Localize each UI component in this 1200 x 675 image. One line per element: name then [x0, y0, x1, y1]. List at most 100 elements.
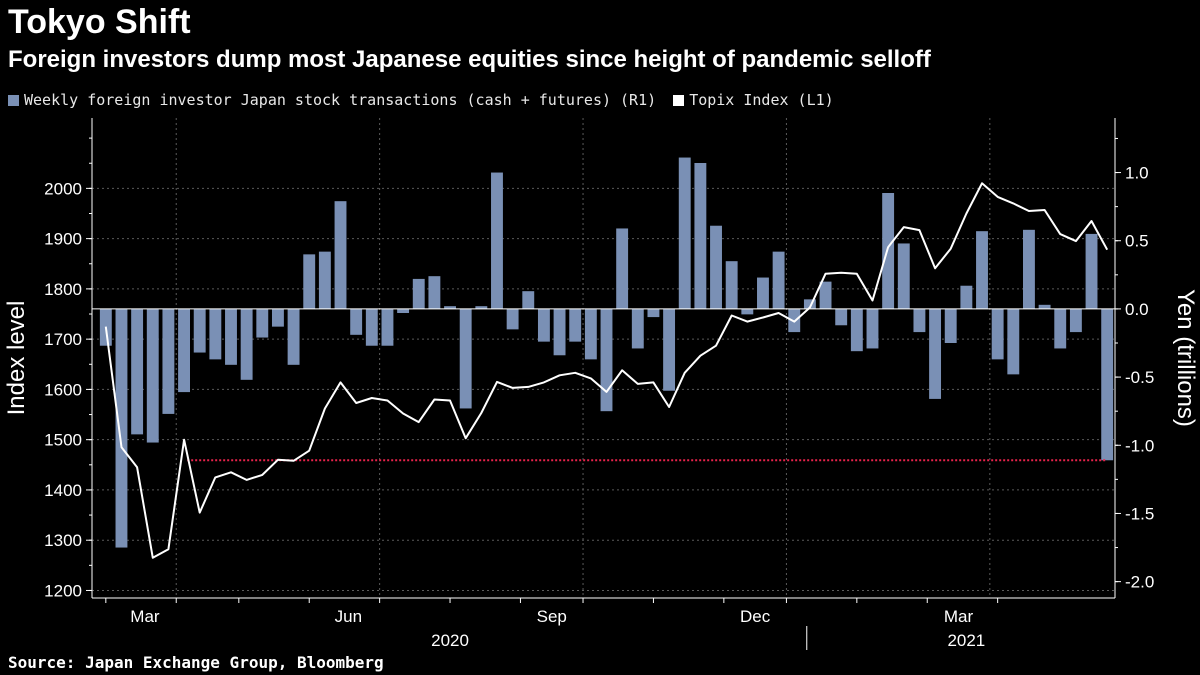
x-month-label: Mar [944, 607, 974, 626]
bar-weekly-transactions [960, 285, 973, 309]
bar-weekly-transactions [1085, 233, 1098, 309]
legend-item-bars: Weekly foreign investor Japan stock tran… [8, 90, 656, 110]
bar-weekly-transactions [475, 306, 488, 309]
left-tick-label: 1900 [44, 230, 82, 249]
bar-weekly-transactions [1069, 308, 1082, 333]
x-month-label: Sep [537, 607, 567, 626]
right-tick-label: -0.5 [1125, 368, 1154, 387]
bar-weekly-transactions [819, 281, 832, 309]
right-tick-label: -1.0 [1125, 436, 1154, 455]
bar-weekly-transactions [381, 308, 394, 346]
bar-weekly-transactions [318, 251, 331, 309]
source-note: Source: Japan Exchange Group, Bloomberg [8, 653, 384, 672]
bar-weekly-transactions [835, 308, 848, 326]
bar-weekly-transactions [131, 308, 144, 435]
bar-weekly-transactions [757, 277, 769, 309]
legend-swatch-line [673, 94, 685, 106]
bar-weekly-transactions [929, 308, 942, 399]
bar-weekly-transactions [459, 308, 472, 409]
bar-weekly-transactions [412, 278, 425, 309]
y-axis-left-title: Index level [3, 301, 30, 416]
bar-weekly-transactions [710, 225, 722, 309]
right-tick-label: 1.0 [1125, 164, 1149, 183]
bar-weekly-transactions [553, 308, 566, 356]
bar-weekly-transactions [647, 308, 660, 318]
legend: Weekly foreign investor Japan stock tran… [8, 90, 842, 111]
bar-weekly-transactions [725, 261, 738, 309]
legend-item-line: Topix Index (L1) [673, 90, 834, 110]
bar-weekly-transactions [1101, 308, 1114, 461]
left-tick-label: 1300 [44, 531, 82, 550]
left-tick-label: 1500 [44, 431, 82, 450]
bar-weekly-transactions [741, 308, 754, 315]
x-month-label: Dec [740, 607, 771, 626]
legend-swatch-bars [8, 94, 19, 106]
bar-weekly-transactions [537, 308, 550, 342]
bar-weekly-transactions [600, 308, 613, 412]
x-year-label: 2020 [431, 631, 469, 650]
left-tick-label: 1600 [44, 380, 82, 399]
bar-weekly-transactions [1038, 304, 1051, 309]
bar-weekly-transactions [428, 276, 441, 309]
bar-weekly-transactions [444, 306, 456, 309]
bar-weekly-transactions [976, 231, 988, 309]
left-tick-label: 1700 [44, 330, 82, 349]
x-month-label: Jun [335, 607, 362, 626]
bar-weekly-transactions [616, 228, 629, 309]
bar-weekly-transactions [506, 308, 519, 330]
bar-weekly-transactions [178, 308, 190, 393]
bar-weekly-transactions [256, 308, 269, 338]
bar-weekly-transactions [146, 308, 159, 443]
bar-weekly-transactions [866, 308, 879, 349]
left-tick-label: 1400 [44, 481, 82, 500]
bar-weekly-transactions [303, 254, 316, 309]
right-tick-label: -1.5 [1125, 504, 1154, 523]
chart-subtitle: Foreign investors dump most Japanese equ… [8, 46, 931, 73]
bar-weekly-transactions [678, 157, 691, 309]
bar-weekly-transactions [271, 308, 284, 327]
bar-weekly-transactions [522, 291, 535, 309]
bar-weekly-transactions [772, 251, 785, 309]
right-tick-label: 0.5 [1125, 232, 1149, 251]
bar-weekly-transactions [225, 308, 237, 365]
bar-weekly-transactions [334, 201, 347, 309]
left-tick-label: 2000 [44, 179, 82, 198]
chart-title: Tokyo Shift [8, 3, 191, 41]
bar-weekly-transactions [209, 308, 222, 360]
y-axis-right-title: Yen (trillions) [1172, 289, 1199, 427]
bar-weekly-transactions [850, 308, 863, 352]
bar-weekly-transactions [365, 308, 378, 346]
bar-weekly-transactions [1023, 229, 1035, 309]
bar-weekly-transactions [663, 308, 676, 391]
bar-weekly-transactions [944, 308, 957, 343]
left-tick-label: 1200 [44, 581, 82, 600]
x-year-label: 2021 [947, 631, 985, 650]
right-tick-label: -2.0 [1125, 573, 1154, 592]
right-tick-label: 0.0 [1125, 300, 1149, 319]
bar-weekly-transactions [897, 243, 910, 309]
bar-weekly-transactions [569, 308, 582, 342]
bar-weekly-transactions [991, 308, 1004, 360]
bar-weekly-transactions [584, 308, 597, 360]
bar-weekly-transactions [694, 163, 707, 309]
bar-weekly-transactions [1007, 308, 1020, 375]
bar-weekly-transactions [115, 308, 128, 548]
legend-label-bars: Weekly foreign investor Japan stock tran… [24, 91, 657, 109]
bar-weekly-transactions [913, 308, 926, 333]
bar-weekly-transactions [397, 308, 410, 313]
topix-line [104, 182, 1109, 559]
bar-weekly-transactions [162, 308, 175, 414]
left-tick-label: 1800 [44, 280, 82, 299]
legend-label-line: Topix Index (L1) [689, 91, 834, 109]
bar-weekly-transactions [350, 308, 363, 335]
bar-weekly-transactions [882, 193, 895, 309]
bar-weekly-transactions [193, 308, 206, 353]
bar-weekly-transactions [631, 308, 644, 349]
bar-weekly-transactions [803, 299, 816, 309]
bar-weekly-transactions [287, 308, 300, 365]
x-month-label: Mar [130, 607, 160, 626]
bar-weekly-transactions [491, 172, 503, 309]
bar-weekly-transactions [240, 308, 253, 380]
bar-weekly-transactions [1054, 308, 1067, 349]
